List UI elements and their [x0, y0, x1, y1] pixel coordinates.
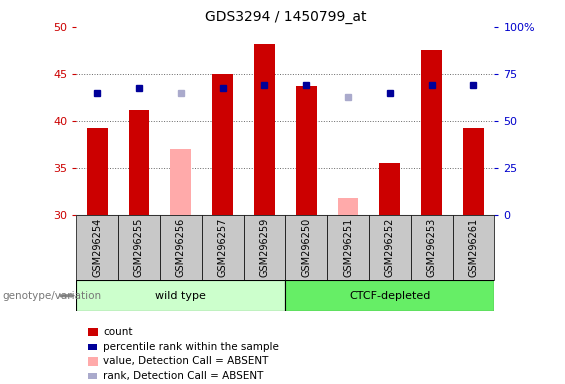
Bar — [411, 215, 453, 280]
Text: GSM296261: GSM296261 — [468, 218, 479, 277]
Bar — [296, 86, 316, 215]
Text: GSM296259: GSM296259 — [259, 218, 270, 277]
Bar — [463, 127, 484, 215]
Bar — [369, 215, 411, 280]
Text: GSM296253: GSM296253 — [427, 218, 437, 277]
Bar — [212, 74, 233, 215]
Bar — [129, 110, 149, 215]
Text: GSM296250: GSM296250 — [301, 218, 311, 277]
Text: CTCF-depleted: CTCF-depleted — [349, 291, 431, 301]
Text: percentile rank within the sample: percentile rank within the sample — [103, 342, 279, 352]
Bar — [160, 215, 202, 280]
Text: GSM296255: GSM296255 — [134, 218, 144, 277]
Text: GSM296254: GSM296254 — [92, 218, 102, 277]
Bar — [87, 127, 107, 215]
Bar — [76, 215, 118, 280]
Bar — [338, 198, 359, 215]
Text: wild type: wild type — [155, 291, 206, 301]
Bar — [421, 50, 442, 215]
Bar — [254, 44, 275, 215]
Text: value, Detection Call = ABSENT: value, Detection Call = ABSENT — [103, 356, 269, 366]
Text: count: count — [103, 327, 133, 337]
Text: genotype/variation: genotype/variation — [3, 291, 102, 301]
Bar — [118, 215, 160, 280]
Bar — [202, 215, 244, 280]
Bar — [380, 163, 400, 215]
Bar — [327, 215, 369, 280]
Text: GSM296256: GSM296256 — [176, 218, 186, 277]
Bar — [453, 215, 494, 280]
Text: rank, Detection Call = ABSENT: rank, Detection Call = ABSENT — [103, 371, 264, 381]
Text: GSM296251: GSM296251 — [343, 218, 353, 277]
Bar — [76, 280, 285, 311]
Bar — [285, 280, 494, 311]
Title: GDS3294 / 1450799_at: GDS3294 / 1450799_at — [205, 10, 366, 25]
Bar — [244, 215, 285, 280]
Bar — [285, 215, 327, 280]
Text: GSM296257: GSM296257 — [218, 218, 228, 277]
Text: GSM296252: GSM296252 — [385, 218, 395, 277]
Bar — [171, 149, 191, 215]
